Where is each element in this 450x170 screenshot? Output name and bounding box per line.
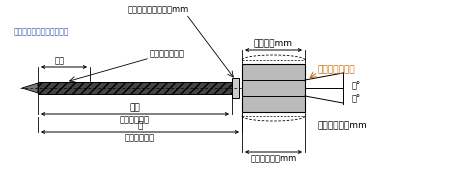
Text: ｄ（ネジ外径）: ｄ（ネジ外径） [150,49,185,58]
Text: ８°: ８° [352,95,361,104]
Polygon shape [22,83,38,93]
Text: 六角対辺１７mm: 六角対辺１７mm [318,122,368,131]
Text: （首下長さ）: （首下長さ） [125,133,155,142]
Text: Ｌ２: Ｌ２ [55,56,65,65]
Text: Ｌ: Ｌ [137,121,143,130]
Text: ねじ深さ１９mm: ねじ深さ１９mm [250,154,297,163]
Bar [232,78,239,98]
Text: ８°: ８° [352,81,361,90]
Bar [38,82,232,94]
Text: （ネジ長さ）: （ネジ長さ） [120,115,150,124]
Text: Ｗ１／２－１２: Ｗ１／２－１２ [318,65,356,74]
Text: （ドリル＋不完全ネジ部）: （ドリル＋不完全ネジ部） [14,28,69,37]
Text: Ｌ１: Ｌ１ [130,103,140,112]
Text: ２７．５mm: ２７．５mm [254,39,293,48]
Text: ワッシャー外径１４mm: ワッシャー外径１４mm [128,5,189,14]
Bar [242,64,305,112]
